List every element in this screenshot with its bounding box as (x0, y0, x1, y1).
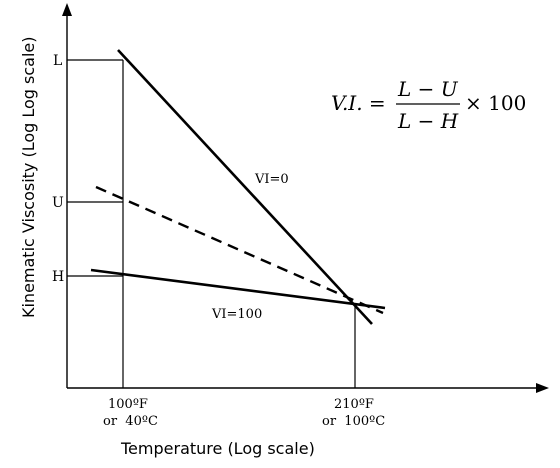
y-tick-U: U (52, 195, 64, 211)
x-tick-100f: 100ºF (108, 397, 148, 412)
y-tick-L: L (53, 53, 62, 69)
y-axis-arrow-icon (62, 3, 72, 16)
x-axis-label: Temperature (Log scale) (120, 439, 315, 458)
formula-denominator: L − H (397, 109, 459, 133)
x-tick-100c: or 100ºC (322, 414, 385, 429)
x-axis-arrow-icon (536, 383, 549, 393)
y-tick-H: H (52, 269, 64, 285)
vi100-line (90, 268, 386, 310)
formula-numerator: L − U (397, 77, 459, 101)
vi-formula: V.I. = L − U L − H × 100 (331, 77, 526, 133)
formula-lhs: V.I. = (331, 91, 386, 115)
vi0-line (117, 49, 373, 325)
test-oil-dashed-line (95, 185, 384, 315)
x-tick-210f: 210ºF (334, 397, 374, 412)
vi100-label: VI=100 (211, 307, 262, 322)
formula-multiplier: × 100 (465, 91, 526, 115)
x-tick-40c: or 40ºC (103, 414, 158, 429)
vi0-label: VI=0 (254, 172, 289, 187)
y-axis-label: Kinematic Viscosity (Log Log scale) (19, 36, 38, 318)
